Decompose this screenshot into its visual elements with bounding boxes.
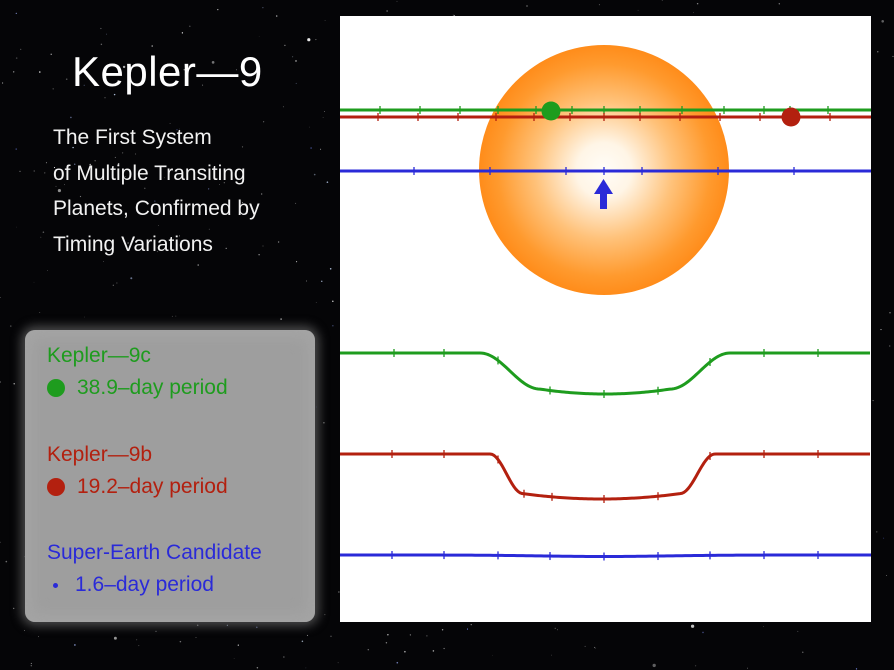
planet-dot-icon bbox=[47, 379, 65, 397]
legend-entry-kepler-9c: Kepler—9c 38.9–day period bbox=[47, 344, 228, 400]
light-curve-kepler-9c bbox=[340, 351, 870, 396]
subtitle-line: of Multiple Transiting bbox=[53, 161, 246, 185]
subtitle-line: The First System bbox=[53, 126, 212, 149]
planet-kepler-9c-icon bbox=[541, 101, 561, 121]
up-arrow-icon bbox=[594, 179, 613, 209]
legend-period-row: 1.6–day period bbox=[47, 573, 262, 597]
transit-diagram-panel bbox=[340, 16, 871, 622]
planet-dot-icon bbox=[53, 582, 58, 588]
subtitle-line: Planets, Confirmed by bbox=[53, 197, 260, 220]
legend-box: Kepler—9c 38.9–day period Kepler—9b 19.2… bbox=[25, 330, 315, 622]
light-curve-super-earth bbox=[340, 553, 871, 558]
light-curve-kepler-9b bbox=[340, 452, 870, 501]
legend-period: 1.6–day period bbox=[75, 573, 214, 596]
planet-dot-icon bbox=[47, 478, 65, 496]
legend-planet-name: Kepler—9c bbox=[47, 344, 151, 367]
light-curves bbox=[340, 349, 871, 561]
planet-kepler-9b-icon bbox=[781, 107, 801, 127]
transit-diagram bbox=[340, 45, 871, 561]
legend-period: 38.9–day period bbox=[77, 376, 228, 399]
subtitle-line: Timing Variations bbox=[53, 232, 213, 256]
legend-planet-name: Kepler—9b bbox=[47, 443, 153, 466]
legend-entry-kepler-9b: Kepler—9b 19.2–day period bbox=[47, 443, 228, 499]
legend-period: 19.2–day period bbox=[77, 475, 228, 498]
orbit-lines bbox=[340, 101, 871, 175]
subtitle: The First System of Multiple Transiting … bbox=[53, 120, 323, 262]
legend-planet-name: Super-Earth Candidate bbox=[47, 541, 262, 564]
legend-entry-super-earth: Super-Earth Candidate 1.6–day period bbox=[47, 541, 262, 597]
page-title: Kepler—9 bbox=[72, 48, 263, 95]
legend-period-row: 38.9–day period bbox=[47, 376, 228, 400]
legend-period-row: 19.2–day period bbox=[47, 475, 228, 499]
